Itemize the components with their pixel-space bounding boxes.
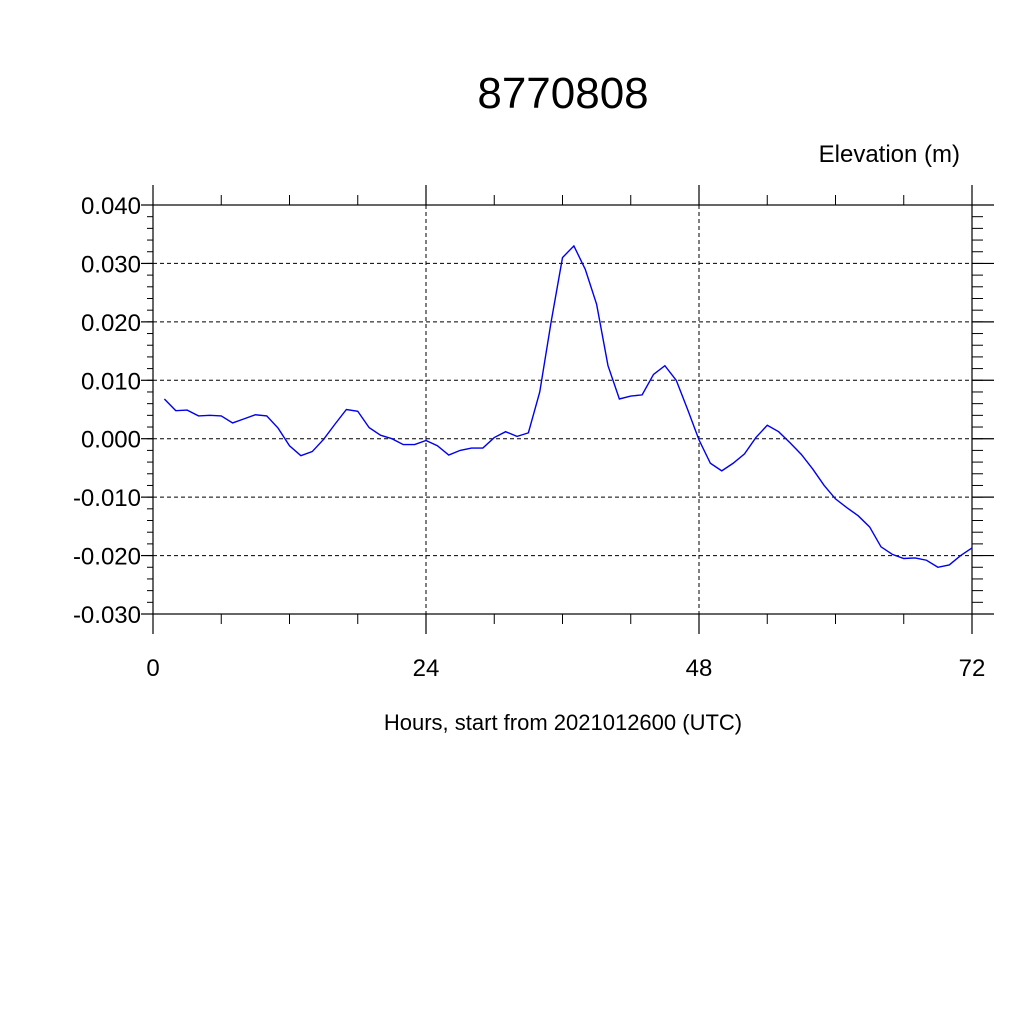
y-tick-label: 0.040 <box>81 193 141 220</box>
y-tick-label: -0.010 <box>73 485 141 512</box>
series-line-elevation <box>163 244 973 569</box>
chart-title: 8770808 <box>477 69 648 118</box>
x-tick-label: 72 <box>959 655 986 682</box>
y-tick-label: 0.010 <box>81 368 141 395</box>
y-tick-label: -0.030 <box>73 602 141 629</box>
chart-subtitle: Elevation (m) <box>819 141 960 168</box>
y-tick-labels: -0.030 -0.020 -0.010 0.000 0.010 0.020 0.030 0.… <box>73 193 141 629</box>
x-tick-label: 0 <box>146 655 159 682</box>
x-axis-label: Hours, start from 2021012600 (UTC) <box>384 710 742 735</box>
x-tick-label: 24 <box>413 655 440 682</box>
grid-lines <box>153 205 972 614</box>
y-tick-label: -0.020 <box>73 544 141 571</box>
x-tick-labels: 0 24 48 72 <box>146 655 985 682</box>
y-tick-label: 0.030 <box>81 251 141 278</box>
minor-ticks <box>147 195 983 624</box>
x-tick-label: 48 <box>686 655 713 682</box>
y-tick-label: 0.000 <box>81 427 141 454</box>
y-tick-label: 0.020 <box>81 310 141 337</box>
major-ticks <box>141 185 994 634</box>
plot-frame <box>152 204 973 615</box>
